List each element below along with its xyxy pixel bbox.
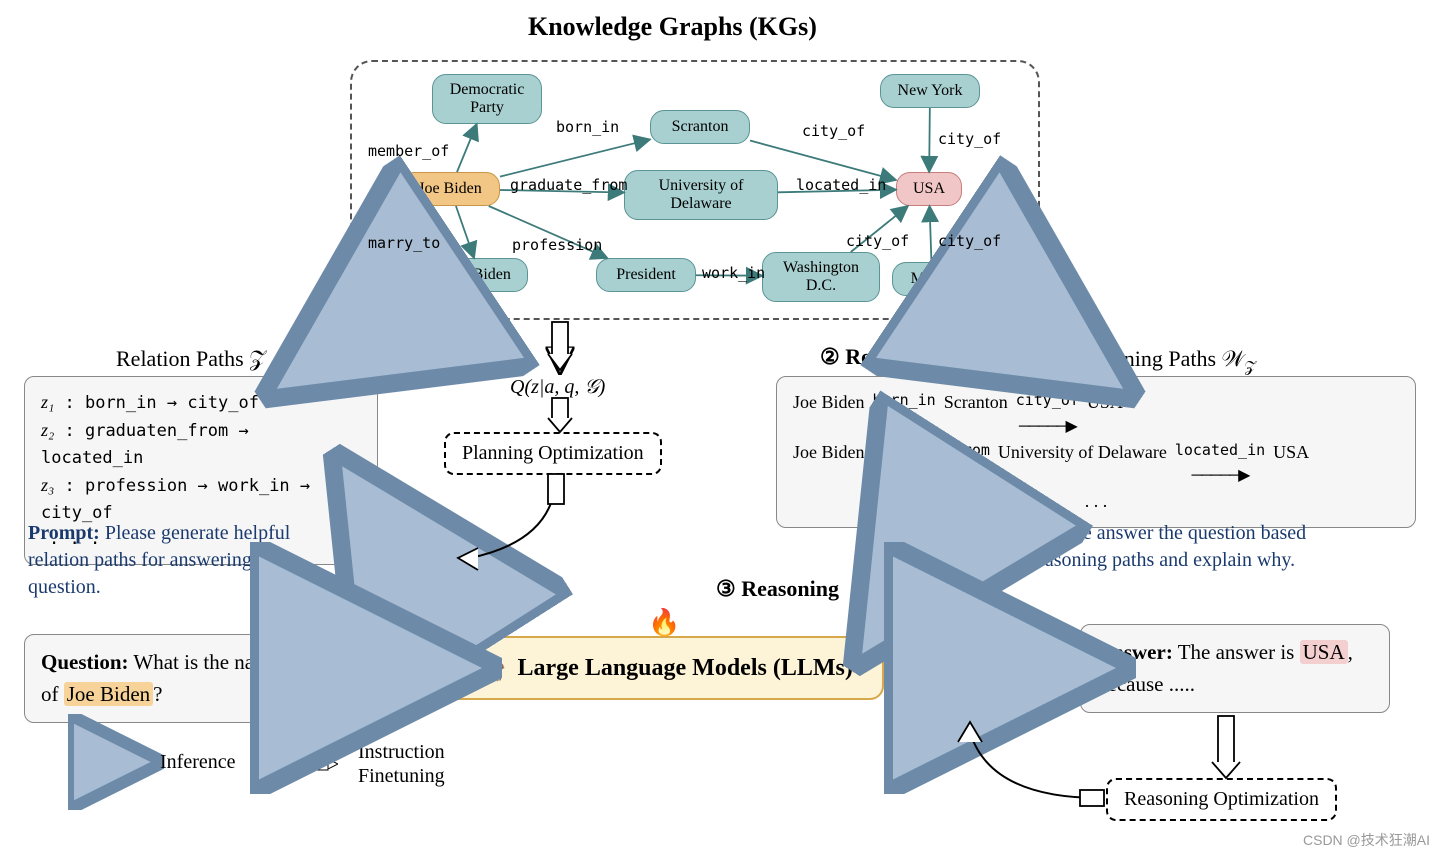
answer-pre: The answer is — [1178, 640, 1300, 664]
kg-node-joe: Joe Biden — [400, 172, 500, 206]
kg-edge-wdc-usa: city_of — [846, 232, 909, 250]
llm-box: 🦙 Large Language Models (LLMs) — [444, 636, 884, 700]
answer-card: Answer: The answer is USA, because ..... — [1080, 624, 1390, 713]
question-card: Question: What is the nationality of Joe… — [24, 634, 344, 723]
kg-edge-mia-usa: city_of — [938, 232, 1001, 250]
kg-node-pres: President — [596, 258, 696, 292]
prompt-left: Prompt: Please generate helpful relation… — [28, 520, 348, 601]
kg-edge-joe-jill: marry_to — [368, 234, 440, 252]
kg-edge-joe-pres: profession — [512, 236, 602, 254]
kg-edge-pres-wdc: work_in — [702, 264, 765, 282]
kg-edge-joe-dem: member_of — [368, 142, 449, 160]
question-label: Question: — [41, 650, 129, 674]
question-post: ? — [153, 682, 162, 706]
legend-inference: Inference — [72, 748, 236, 776]
answer-label: Answer: — [1097, 640, 1173, 664]
reasoning-paths-label: Reasoning Paths 𝒲𝒵 — [1070, 346, 1256, 376]
reasoning-opt-box: Reasoning Optimization — [1106, 778, 1337, 821]
kg-edge-joe-scr: born_in — [556, 118, 619, 136]
kg-title: Knowledge Graphs (KGs) — [528, 12, 817, 42]
relation-path-row: z₂ : graduaten_from → located_in — [41, 417, 361, 472]
relation-path-row: z₃ : profession → work_in → city_of — [41, 472, 361, 527]
answer-entity: USA — [1300, 640, 1348, 664]
question-entity: Joe Biden — [64, 682, 153, 706]
kg-node-dem: Democratic Party — [432, 74, 542, 124]
kg-node-wdc: Washington D.C. — [762, 252, 880, 302]
llama-icon: 🦙 — [475, 653, 507, 683]
step-retrieval: ② Retrieval — [820, 344, 932, 370]
planning-opt-box: Planning Optimization — [444, 432, 662, 475]
legend-finetune: Instruction Finetuning — [270, 740, 478, 788]
math-q: Q(z|a, q, 𝒢) — [510, 376, 605, 399]
kg-node-ny: New York — [880, 74, 980, 108]
relation-paths-label: Relation Paths 𝒵 — [116, 346, 266, 372]
kg-edge-ud-usa: located_in — [796, 176, 886, 194]
reasoning-paths-more: . . . — [793, 488, 1399, 515]
kg-edge-ny-usa: city_of — [938, 130, 1001, 148]
reasoning-path-row: Joe Biden graduate_from ─────▶ Universit… — [793, 439, 1399, 489]
reasoning-paths-card: Joe Biden born_in ─────▶ Scranton city_o… — [776, 376, 1416, 528]
fire-icon: 🔥 — [648, 608, 680, 638]
reasoning-path-row: Joe Biden born_in ─────▶ Scranton city_o… — [793, 389, 1399, 439]
kg-node-mia: Miami — [892, 262, 972, 296]
kg-node-jill: Jill Biden — [432, 258, 528, 292]
kg-edge-scr-usa: city_of — [802, 122, 865, 140]
kg-node-scr: Scranton — [650, 110, 750, 144]
prompt-right: Prompt: Please answer the question based… — [960, 520, 1310, 574]
step-reasoning: ③ Reasoning — [716, 576, 839, 602]
kg-node-ud: University of Delaware — [624, 170, 778, 220]
relation-path-row: z₁ : born_in → city_of — [41, 389, 361, 417]
math-pzq: P_θ(z|q) — [378, 548, 447, 571]
kg-edge-joe-ud: graduate_from — [510, 176, 627, 194]
footnote: CSDN @技术狂潮AI — [1303, 830, 1430, 850]
math-paq: P_θ(a|q, 𝒵, 𝒢) — [890, 700, 1010, 723]
llm-label: Large Language Models (LLMs) — [518, 655, 853, 682]
step-planning: ① Planning — [452, 576, 562, 602]
kg-node-usa: USA — [896, 172, 962, 206]
